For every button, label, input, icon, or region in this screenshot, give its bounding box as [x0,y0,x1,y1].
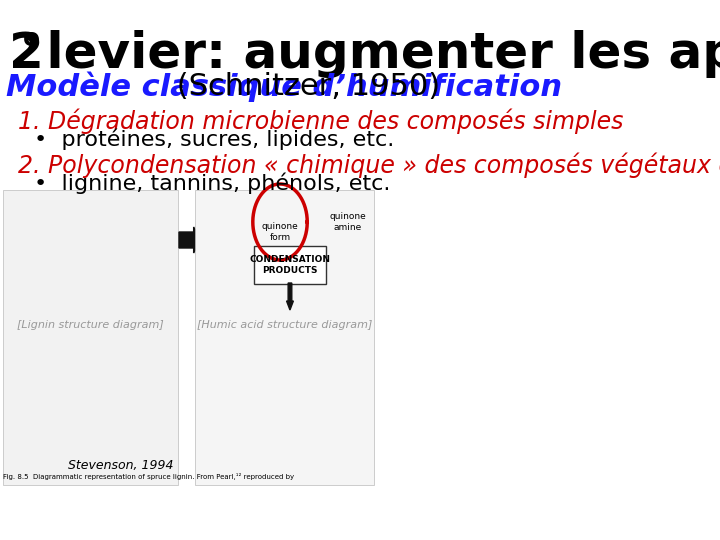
Text: quinone
form: quinone form [261,222,298,242]
Text: CONDENSATION
PRODUCTS: CONDENSATION PRODUCTS [249,255,330,275]
Text: 1. Dégradation microbienne des composés simples: 1. Dégradation microbienne des composés … [18,108,624,133]
Text: levier: augmenter les apports: levier: augmenter les apports [30,30,720,78]
Text: (Schnitzer, 1950): (Schnitzer, 1950) [168,72,441,101]
Text: Modèle classique d’humification: Modèle classique d’humification [6,72,562,103]
Text: Fig. 8.5  Diagrammatic representation of spruce lignin. From Pearl,¹² reproduced: Fig. 8.5 Diagrammatic representation of … [3,473,294,480]
FancyBboxPatch shape [254,246,325,284]
Text: [Lignin structure diagram]: [Lignin structure diagram] [17,320,163,330]
Text: e: e [23,27,40,51]
Text: 2. Polycondensation « chimique » des composés végétaux complexes: 2. Polycondensation « chimique » des com… [18,152,720,178]
FancyArrow shape [179,227,201,253]
Text: 2: 2 [9,30,45,78]
Text: Stevenson, 1994: Stevenson, 1994 [68,459,173,472]
Text: [Humic acid structure diagram]: [Humic acid structure diagram] [197,320,372,330]
Text: •  protéines, sucres, lipides, etc.: • protéines, sucres, lipides, etc. [34,128,395,150]
FancyBboxPatch shape [195,190,374,485]
Text: quinone
amine: quinone amine [330,212,366,232]
FancyArrow shape [287,283,293,310]
FancyBboxPatch shape [3,190,178,485]
Text: •  lignine, tannins, phénols, etc.: • lignine, tannins, phénols, etc. [34,173,390,194]
